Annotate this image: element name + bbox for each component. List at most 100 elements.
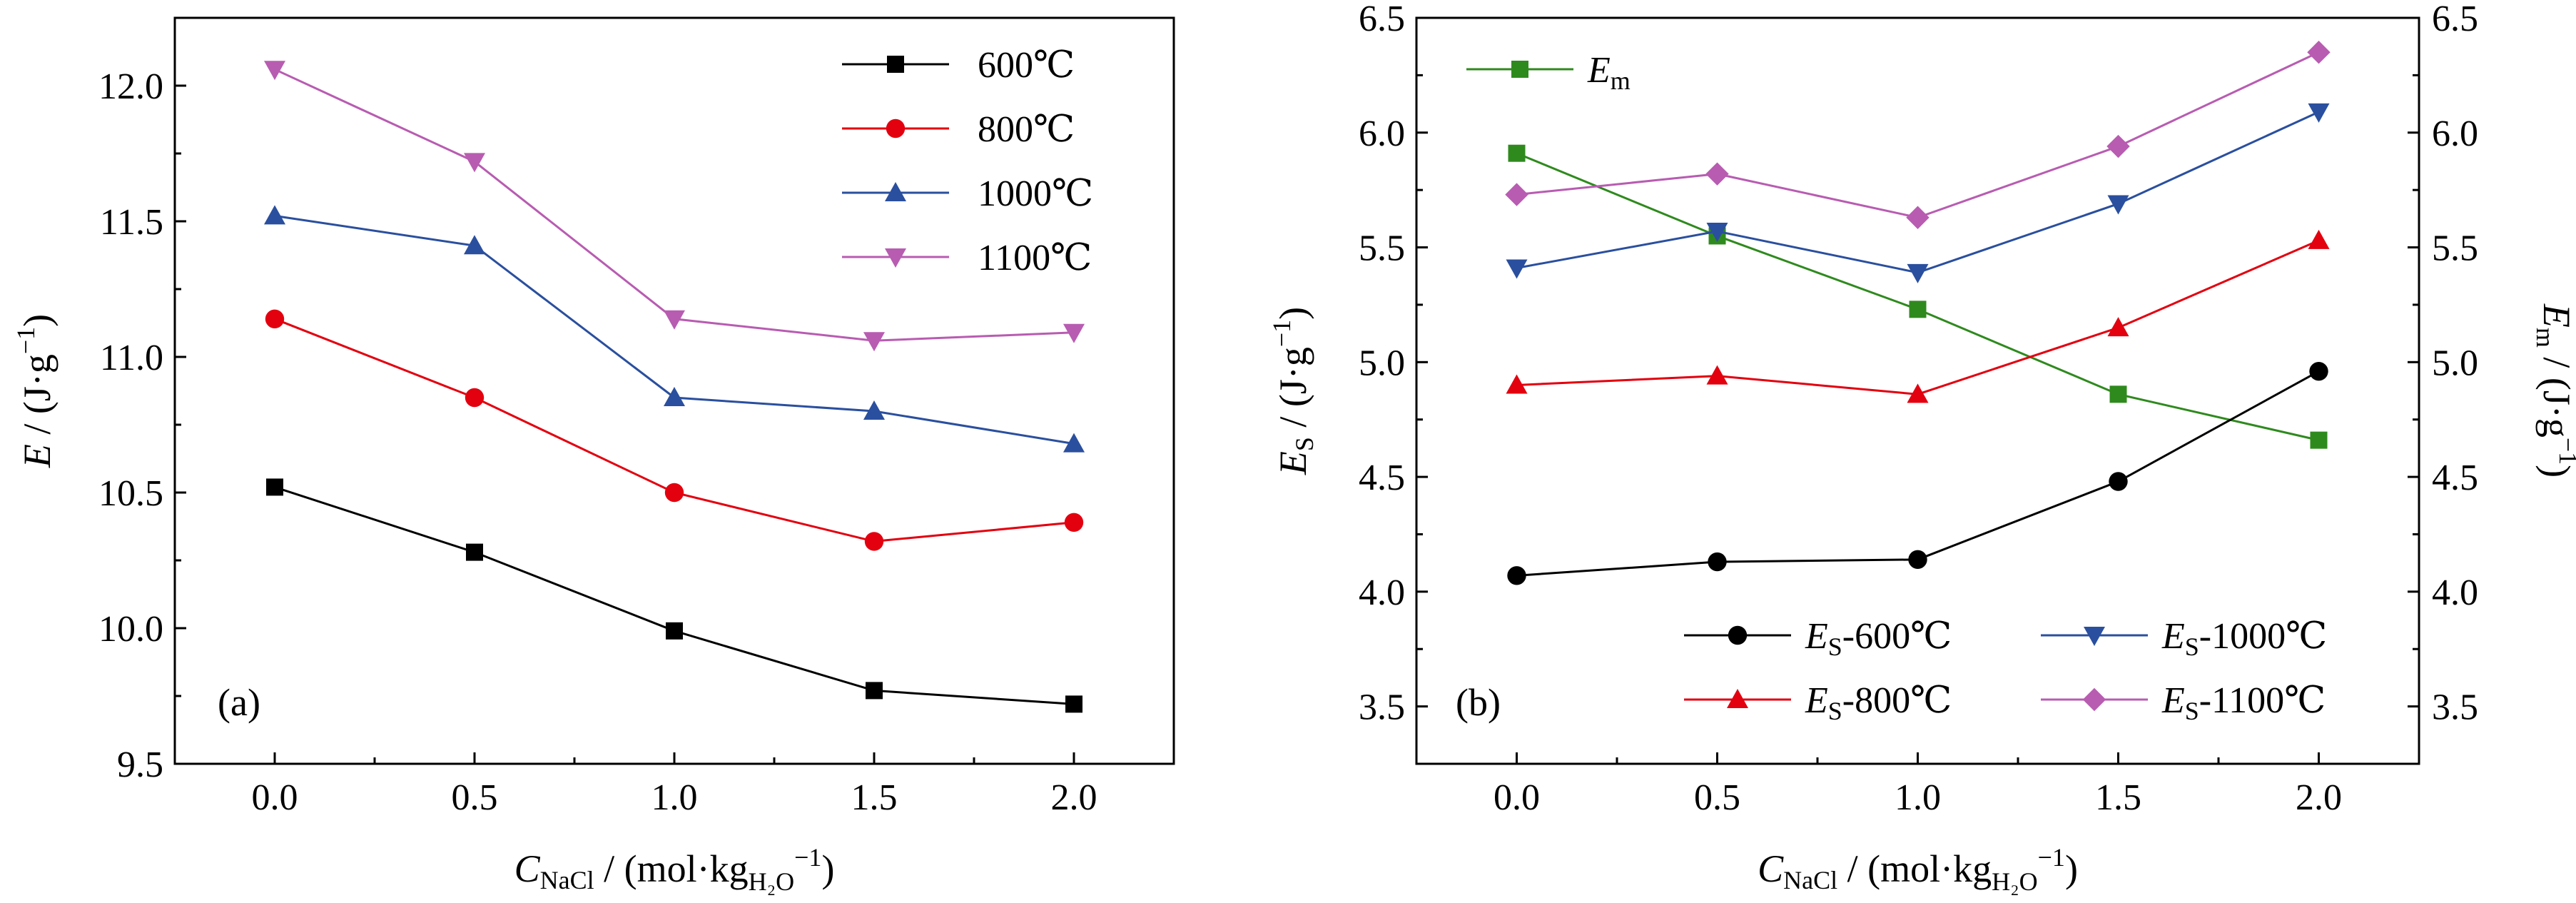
axis-unit: ): [1272, 307, 1314, 320]
y2-tick-label: 4.5: [2432, 458, 2478, 498]
data-point: [1065, 695, 1082, 713]
legend-symbol-subscript: S: [2185, 697, 2199, 725]
panel-label: (a): [218, 681, 260, 724]
y2-axis-label: Em / (J·g−1): [2531, 303, 2576, 478]
axis-unit-subscript: H₂O: [1992, 867, 2038, 896]
x-tick-label: 0.5: [452, 777, 498, 818]
legend-suffix: -1100℃: [2199, 680, 2326, 721]
y-tick-label: 9.5: [117, 745, 163, 785]
y-axis-label: E / (J·g−1): [11, 314, 59, 468]
legend-symbol: E: [1587, 50, 1611, 91]
legend-symbol-subscript: S: [1828, 697, 1842, 725]
legend-entry: 600℃: [842, 45, 1075, 86]
y-tick-label: 10.5: [98, 473, 163, 514]
legend-entry: ES-1100℃: [2041, 680, 2326, 725]
data-point: [1706, 365, 1728, 385]
x-tick-label: 1.5: [2095, 777, 2141, 818]
series-line: [274, 318, 1075, 543]
axis-symbol-subscript: NaCl: [1783, 866, 1837, 894]
legend-label: 1000℃: [978, 173, 1093, 214]
legend-marker: [887, 56, 904, 73]
data-point: [2107, 195, 2129, 215]
x-tick-label: 2.0: [2296, 777, 2342, 818]
legend-entry: 800℃: [842, 109, 1075, 150]
data-point: [2109, 385, 2127, 403]
legend-marker: [886, 118, 906, 138]
data-point: [1063, 323, 1085, 343]
data-point: [1507, 566, 1526, 585]
legend-label: 600℃: [978, 45, 1075, 86]
data-point: [1708, 552, 1727, 572]
data-point: [2308, 229, 2330, 249]
data-point: [1906, 206, 1930, 229]
axis-unit: ): [2535, 465, 2576, 478]
data-point: [1907, 263, 1929, 283]
data-point: [864, 532, 884, 551]
data-point: [464, 235, 485, 255]
data-point: [1508, 144, 1526, 162]
y2-tick-label: 5.0: [2432, 343, 2478, 383]
data-point: [465, 388, 485, 408]
series-1: [1507, 361, 2328, 585]
legend-entry: ES-600℃: [1684, 616, 1952, 661]
y-axis-label: ES / (J·g−1): [1267, 307, 1319, 475]
data-point: [2106, 134, 2130, 158]
y-tick-label: 5.5: [1359, 228, 1405, 269]
series-1: [265, 309, 1084, 551]
series-0: [266, 478, 1082, 713]
axis-unit: ): [821, 847, 834, 890]
series-3: [264, 61, 1085, 352]
legend-symbol-subscript: S: [2185, 632, 2199, 661]
legend-symbol-subscript: m: [1611, 66, 1631, 95]
data-point: [2109, 472, 2128, 491]
data-point: [1907, 383, 1929, 403]
legend-marker: [1727, 689, 1748, 708]
data-point: [664, 310, 685, 330]
chart-b: 0.0 0.5 1.0 1.5 2.0 3.5 4.0 4.5 5.0 5.5 6.0 6.5 3.5 4…: [1267, 0, 2576, 896]
axis-unit-superscript: −1: [1267, 320, 1296, 347]
legend-suffix: -800℃: [1842, 680, 1952, 721]
data-point: [1506, 374, 1528, 394]
series-0: [1508, 144, 2328, 449]
y-tick-label: 10.0: [98, 609, 163, 650]
series-2: [264, 205, 1085, 453]
data-point: [866, 682, 883, 700]
data-point: [1505, 183, 1528, 206]
legend-suffix: -600℃: [1842, 616, 1952, 657]
panel-label: (b): [1456, 681, 1501, 724]
legend-label: 1100℃: [978, 238, 1092, 278]
axis-symbol: E: [16, 444, 59, 468]
y-tick-label: 6.5: [1359, 0, 1405, 39]
axis-symbol-subscript: S: [1290, 437, 1319, 451]
data-point: [266, 478, 283, 496]
y-tick-label: 3.5: [1359, 687, 1405, 728]
x-tick-label: 0.0: [1494, 777, 1540, 818]
axis-symbol-subscript: NaCl: [540, 866, 594, 894]
data-point: [1506, 259, 1528, 279]
data-point: [1705, 162, 1729, 186]
legend-entry: 1100℃: [842, 238, 1092, 278]
x-axis-label: CNaCl / (mol·kgH₂O−1): [514, 843, 835, 896]
legend-symbol-subscript: S: [1828, 632, 1842, 661]
y2-tick-label: 6.5: [2432, 0, 2478, 39]
axis-symbol: E: [1272, 451, 1314, 475]
legend-marker: [2082, 687, 2106, 712]
legend-marker: [885, 248, 906, 268]
axis-symbol: C: [1758, 847, 1784, 890]
legend-marker: [1511, 61, 1528, 78]
series-3: [1506, 103, 2330, 283]
legend-symbol: E: [1805, 616, 1828, 657]
axis-symbol: E: [2535, 303, 2576, 328]
y-tick-label: 12.0: [98, 66, 163, 107]
x-tick-label: 1.5: [851, 777, 898, 818]
data-point: [466, 543, 483, 561]
x-axis-label: CNaCl / (mol·kgH₂O−1): [1758, 843, 2078, 896]
axis-unit: / (mol·kg: [1837, 847, 1992, 890]
data-point: [2308, 103, 2330, 123]
data-point: [2310, 431, 2328, 449]
legend-label: Em: [1587, 50, 1631, 95]
y-tick-label: 5.0: [1359, 343, 1405, 383]
series-line: [274, 485, 1075, 705]
data-point: [265, 309, 285, 328]
y-tick-label: 4.0: [1359, 572, 1405, 613]
